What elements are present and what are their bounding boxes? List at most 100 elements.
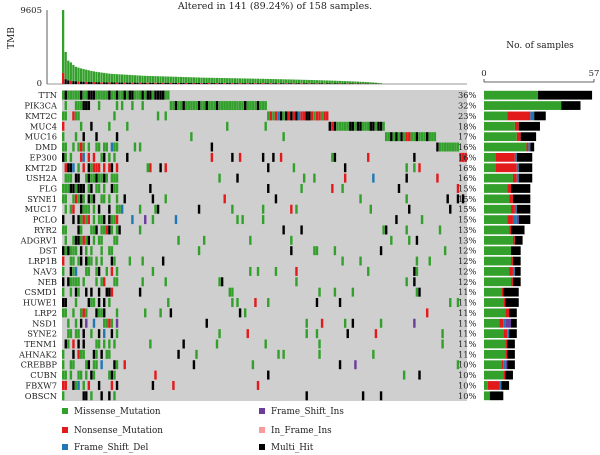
mutation-cell [338,121,342,131]
mutation-cell [100,194,103,204]
tmb-bar-other [146,82,149,84]
mutation-cell [95,90,98,100]
mutation-cell [149,339,152,349]
mutation-cell [72,142,75,152]
mutation-cell [110,163,114,173]
gene-percent-label: 16% [458,142,477,152]
gene-count-bar-segment [518,121,540,131]
mutation-cell [200,101,203,111]
gene-percent-label: 13% [458,225,477,235]
mutation-cell [126,121,129,131]
gene-percent-label: 10% [458,391,477,401]
mutation-cell [97,142,101,152]
mutation-cell [315,298,319,307]
tmb-bar-missense [236,78,239,84]
mutation-cell [238,101,242,111]
gene-percent-label: 10% [458,370,477,380]
mutation-cell [300,184,303,193]
tmb-bar-missense [361,81,365,84]
tmb-bar-other [108,82,111,84]
mutation-cell [62,287,65,297]
mutation-cell [85,391,88,401]
mutation-cell [151,90,155,100]
mutation-cell [315,111,319,121]
mutation-cell [103,318,106,328]
gene-count-bar-segment [505,318,512,328]
gene-label: TENM1 [24,339,57,349]
gene-count-bar-segment [505,370,513,380]
mutation-cell [456,298,460,307]
mutation-cell [79,246,83,256]
mutation-cell [120,204,124,214]
mutation-cell [92,194,96,204]
gene-count-bar-segment [512,256,521,266]
gene-percent-label: 17% [458,132,477,142]
tmb-bar-other [313,83,316,84]
mutation-cell [72,194,75,204]
mutation-cell [154,204,157,214]
gene-count-bar-segment [484,360,502,370]
tmb-bar-missense [310,80,313,84]
mutation-cell [425,132,429,142]
tmb-bar-other [223,83,226,84]
tmb-bar-other [277,83,280,84]
mutation-cell [338,298,342,307]
mutation-cell [305,318,308,328]
gene-count-bar-segment [507,329,510,338]
mutation-cell [90,173,93,183]
mutation-cell [318,339,321,349]
tmb-bar-missense [146,75,149,83]
tmb-bar-other [290,83,293,84]
mutation-cell [387,132,390,142]
gene-count-bar-segment [505,308,510,318]
gene-percent-label: 23% [458,111,477,121]
tmb-bar-missense [177,76,180,83]
mutation-cell [64,298,67,307]
mutation-cell [295,266,298,276]
gene-count-bar-segment [534,111,546,121]
tmb-bar-missense [97,72,101,83]
tmb-bar-missense [313,80,316,84]
mutation-cell [95,266,98,276]
mutation-cell [436,142,439,152]
mutation-cell [108,287,111,297]
tmb-bar-other [272,83,275,84]
mutation-cell [115,173,119,183]
mutation-cell [305,391,308,401]
mutation-cell [64,194,67,204]
mutation-cell [195,101,198,111]
tmb-bar-other [315,83,319,84]
mutation-cell [82,329,85,339]
mutation-cell [354,121,357,131]
gene-percent-label: 10% [458,360,477,370]
mutation-cell [82,90,85,100]
gene-label: CREBBP [21,360,58,370]
gene-label: FLG [39,183,57,193]
tmb-bar-other [220,83,224,84]
mutation-cell [97,184,101,193]
mutation-cell [97,266,101,276]
gene-label: NSD1 [32,318,57,328]
mutation-cell [172,101,175,111]
gene-label: LRP1B [28,256,57,266]
mutation-cell [238,152,242,162]
mutation-cell [226,121,229,131]
mutation-cell [156,111,160,121]
mutation-cell [395,132,398,142]
mutation-cell [144,90,147,100]
gene-label: MUC16 [25,132,57,142]
tmb-bar-missense [308,79,311,84]
tmb-bar-other [197,83,201,84]
mutation-cell [108,370,111,380]
mutation-cell [267,298,270,307]
mutation-cell [364,121,367,131]
mutation-cell [103,329,106,339]
mutation-cell [92,318,96,328]
mutation-cell [79,235,83,245]
mutation-cell [372,173,375,183]
tmb-bar-missense [318,80,321,84]
mutation-cell [123,360,126,370]
tmb-bar-missense [269,78,272,84]
mutation-cell [256,380,260,390]
mutation-cell [72,90,75,100]
